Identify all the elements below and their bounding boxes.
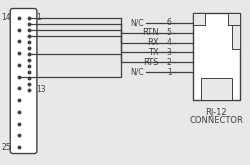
Text: RX: RX (147, 38, 159, 47)
Bar (193, 13, 240, 100)
Text: 3: 3 (167, 48, 172, 57)
Text: N/C: N/C (130, 68, 144, 77)
Bar (201, 78, 232, 100)
Text: 5: 5 (167, 28, 172, 37)
Text: 6: 6 (167, 18, 172, 27)
Text: 1: 1 (36, 13, 41, 22)
Text: 13: 13 (36, 85, 46, 94)
Text: N/C: N/C (130, 18, 144, 27)
Text: 14: 14 (1, 13, 11, 22)
Text: 1: 1 (167, 68, 172, 77)
Bar (232, 25, 239, 50)
Text: 25: 25 (1, 143, 11, 152)
Text: TX: TX (148, 48, 159, 57)
Bar (193, 13, 205, 25)
Text: RJ-12: RJ-12 (206, 108, 227, 117)
Text: 4: 4 (167, 38, 172, 47)
Bar (228, 13, 239, 25)
Text: CONNECTOR: CONNECTOR (190, 115, 243, 125)
Text: RTN: RTN (142, 28, 159, 37)
Text: 2: 2 (167, 58, 172, 67)
Text: RTS: RTS (143, 58, 159, 67)
FancyBboxPatch shape (10, 9, 37, 154)
